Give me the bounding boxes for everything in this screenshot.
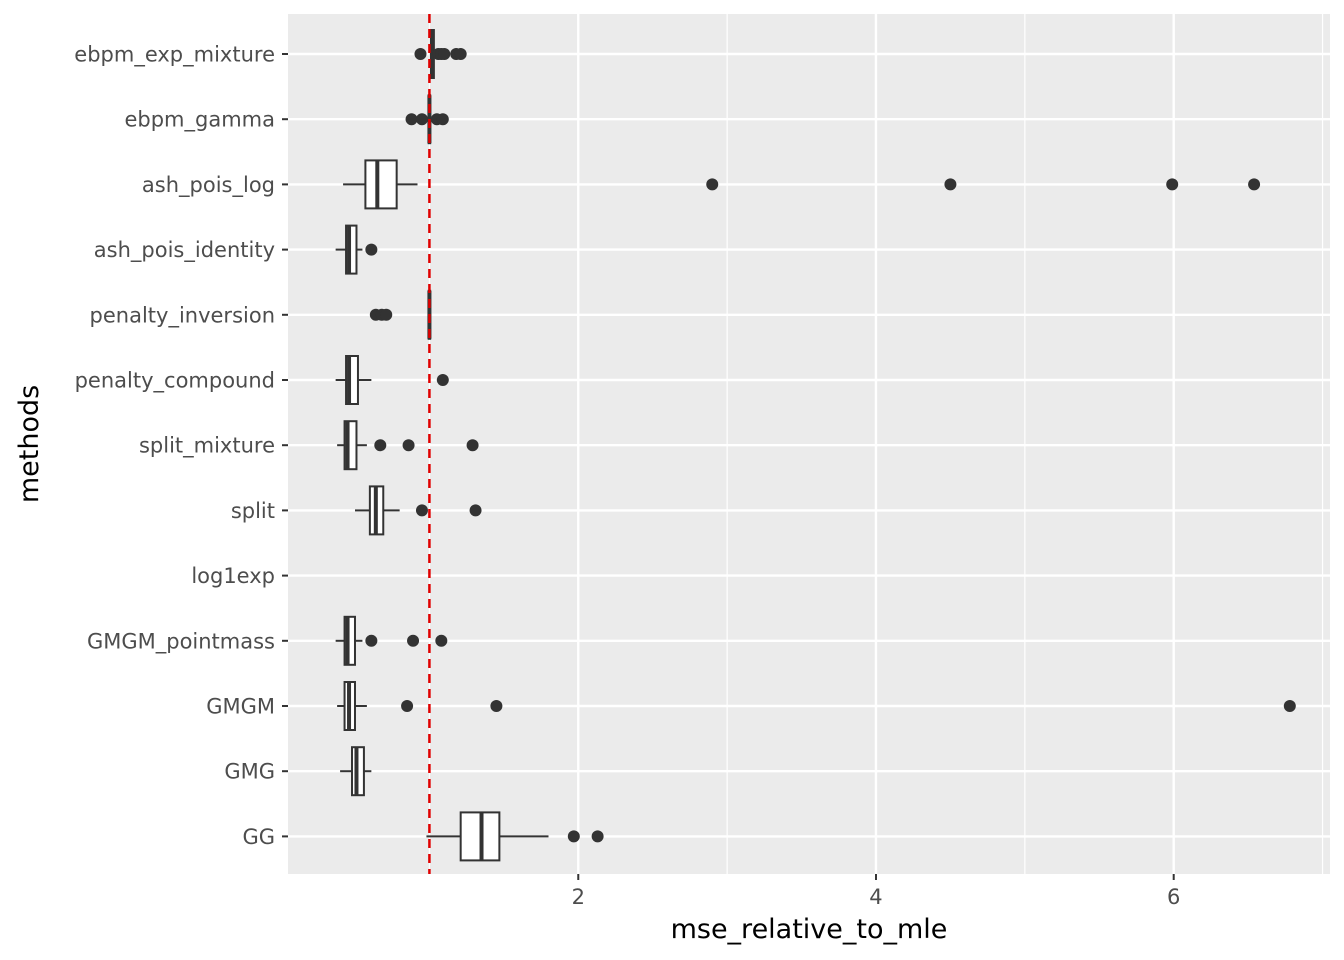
outlier-point xyxy=(706,178,719,191)
outlier-point xyxy=(567,830,580,843)
box-iqr xyxy=(345,355,359,405)
y-tick-label: ebpm_gamma xyxy=(124,108,275,133)
outlier-point xyxy=(435,634,448,647)
box-GMGM xyxy=(337,681,1296,731)
outlier-point xyxy=(407,634,420,647)
outlier-point xyxy=(944,178,957,191)
outlier-point xyxy=(591,830,604,843)
outlier-point xyxy=(365,243,378,256)
box-ebpm_exp_mixture xyxy=(414,29,467,79)
box-penalty_compound xyxy=(335,355,449,405)
box-split_mixture xyxy=(337,420,479,471)
y-tick-label: GMGM xyxy=(206,695,275,719)
outlier-point xyxy=(415,113,428,126)
outlier-point xyxy=(405,113,418,126)
y-tick-label: penalty_inversion xyxy=(90,303,275,328)
outlier-point xyxy=(415,504,428,517)
outlier-point xyxy=(401,700,414,712)
y-tick-label: GG xyxy=(242,825,275,849)
outlier-point xyxy=(469,504,482,517)
y-tick-label: ash_pois_identity xyxy=(94,238,275,263)
outlier-point xyxy=(1166,178,1179,191)
y-tick-label: log1exp xyxy=(191,564,275,588)
y-tick-label: GMGM_pointmass xyxy=(87,629,275,654)
x-tick-label: 2 xyxy=(572,885,585,909)
y-tick-label: split xyxy=(231,499,275,523)
outlier-point xyxy=(466,439,479,452)
x-axis: 2 4 6 xyxy=(572,874,1180,909)
outlier-point xyxy=(454,48,467,60)
box-GMG xyxy=(340,746,372,797)
box-GG xyxy=(426,811,604,862)
x-tick-label: 6 xyxy=(1167,885,1180,909)
outlier-point xyxy=(374,439,387,452)
y-axis: ebpm_exp_mixture ebpm_gamma ash_pois_logas… xyxy=(74,43,288,849)
box-iqr xyxy=(345,224,358,275)
outlier-point xyxy=(438,48,451,60)
box-ash_pois_log xyxy=(343,159,1261,210)
outlier-point xyxy=(490,700,503,712)
box-split xyxy=(354,485,482,536)
outlier-point xyxy=(380,308,393,321)
outlier-point xyxy=(1283,700,1296,712)
y-tick-label: ash_pois_log xyxy=(142,173,275,198)
outlier-point xyxy=(414,48,427,60)
x-axis-title: mse_relative_to_mle xyxy=(671,914,948,945)
box-iqr xyxy=(343,615,356,666)
y-tick-label: split_mixture xyxy=(139,434,275,459)
x-tick-label: 4 xyxy=(869,885,882,909)
box-GMGM_pointmass xyxy=(335,615,448,666)
y-axis-title: methods xyxy=(14,385,45,503)
outlier-point xyxy=(365,634,378,647)
outlier-point xyxy=(436,113,449,126)
y-tick-label: ebpm_exp_mixture xyxy=(74,43,275,68)
outlier-point xyxy=(436,374,449,386)
box-ash_pois_identity xyxy=(335,224,378,275)
outlier-point xyxy=(402,439,415,452)
box-iqr xyxy=(343,420,358,471)
y-tick-label: penalty_compound xyxy=(75,369,275,394)
outlier-point xyxy=(1248,178,1261,191)
box-iqr xyxy=(364,159,398,210)
y-tick-label: GMG xyxy=(224,760,275,784)
